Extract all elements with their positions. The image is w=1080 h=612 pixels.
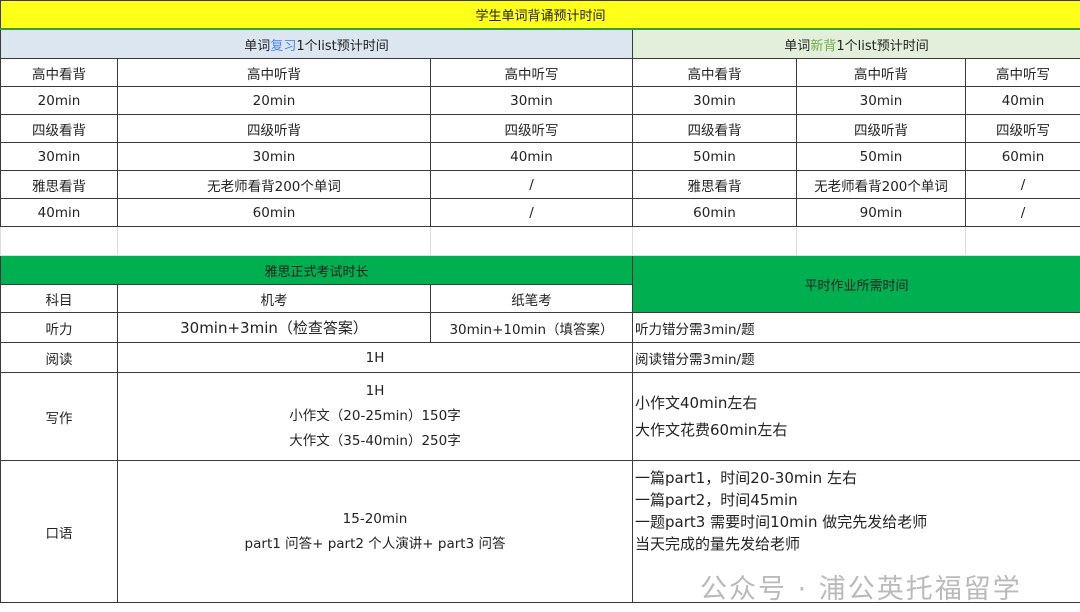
col-computer[interactable]: 机考 xyxy=(117,284,431,313)
review-header[interactable]: 单词复习1个list预计时间 xyxy=(0,28,633,59)
writing-homework-line: 小作文40min左右 xyxy=(635,393,758,412)
speaking-line: part1 问答+ part2 个人演讲+ part3 问答 xyxy=(244,535,506,552)
vocab-cell[interactable]: 90min xyxy=(796,198,966,227)
vocab-cell[interactable]: 四级听背 xyxy=(117,114,431,143)
vocab-cell[interactable]: / xyxy=(430,198,633,227)
exam-duration-header[interactable]: 雅思正式考试时长 xyxy=(0,255,633,285)
vocab-cell[interactable]: 50min xyxy=(796,142,966,171)
writing-homework-line: 大作文花费60min左右 xyxy=(635,420,788,439)
vocab-cell[interactable]: 四级看背 xyxy=(632,114,797,143)
vocab-cell[interactable]: 20min xyxy=(117,86,431,115)
speaking-homework-line: 一题part3 需要时间10min 做完先发给老师 xyxy=(635,513,928,531)
vocab-row: 30min 30min 40min 50min 50min 60min xyxy=(0,142,1080,171)
vocab-row: 高中看背 高中听背 高中听写 高中看背 高中听背 高中听写 xyxy=(0,58,1080,87)
vocab-row: 20min 20min 30min 30min 30min 40min xyxy=(0,86,1080,115)
vocab-cell[interactable]: 30min xyxy=(796,86,966,115)
speaking-homework-line: 一篇part1，时间20-30min 左右 xyxy=(635,469,857,487)
vocab-cell[interactable]: 高中看背 xyxy=(0,58,118,87)
vocab-cell[interactable]: 雅思看背 xyxy=(0,170,118,199)
vocab-cell[interactable]: 30min xyxy=(632,86,797,115)
empty-cell[interactable] xyxy=(796,226,966,256)
vocab-cell[interactable]: 60min xyxy=(632,198,797,227)
vocab-cell[interactable]: 无老师看背200个单词 xyxy=(117,170,431,199)
vocab-cell[interactable]: / xyxy=(964,170,1080,199)
writing-line: 小作文（20-25min）150字 xyxy=(289,408,461,424)
empty-cell[interactable] xyxy=(632,226,797,256)
vocab-cell[interactable]: 30min xyxy=(0,142,118,171)
vocab-cell[interactable]: 四级听背 xyxy=(796,114,966,143)
new-header[interactable]: 单词新背1个list预计时间 xyxy=(631,28,1080,59)
vocab-cell[interactable]: 60min xyxy=(117,198,431,227)
speaking-homework[interactable]: 一篇part1，时间20-30min 左右 一篇part2，时间45min 一题… xyxy=(631,460,1080,603)
reading-duration[interactable]: 1H xyxy=(117,342,633,373)
empty-cell[interactable] xyxy=(964,226,1080,256)
vocab-cell[interactable]: 40min xyxy=(430,142,633,171)
vocab-cell[interactable]: 高中看背 xyxy=(632,58,797,87)
vocab-cell[interactable]: 无老师看背200个单词 xyxy=(796,170,966,199)
speaking-homework-line: 当天完成的量先发给老师 xyxy=(635,535,801,553)
col-paper[interactable]: 纸笔考 xyxy=(430,284,633,313)
speaking-homework-line: 一篇part2，时间45min xyxy=(635,491,798,509)
listening-homework[interactable]: 听力错分需3min/题 xyxy=(631,312,1080,343)
writing-subject[interactable]: 写作 xyxy=(0,372,118,461)
vocab-cell[interactable]: 50min xyxy=(632,142,797,171)
speaking-line: 15-20min xyxy=(342,510,408,527)
empty-cell[interactable] xyxy=(0,226,118,256)
vocab-cell[interactable]: / xyxy=(430,170,633,199)
sheet-title[interactable]: 学生单词背诵预计时间 xyxy=(0,0,1080,30)
vocab-cell[interactable]: 高中听背 xyxy=(117,58,431,87)
empty-cell[interactable] xyxy=(117,226,431,256)
writing-line: 大作文（35-40min）250字 xyxy=(289,433,461,449)
vocab-row: 雅思看背 无老师看背200个单词 / 雅思看背 无老师看背200个单词 / xyxy=(0,170,1080,199)
new-header-pre: 单词 xyxy=(784,38,811,54)
vocab-cell[interactable]: 20min xyxy=(0,86,118,115)
vocab-cell[interactable]: 30min xyxy=(430,86,633,115)
vocab-cell[interactable]: 雅思看背 xyxy=(632,170,797,199)
vocab-cell[interactable]: 40min xyxy=(964,86,1080,115)
vocab-cell[interactable]: 40min xyxy=(0,198,118,227)
reading-homework[interactable]: 阅读错分需3min/题 xyxy=(631,342,1080,373)
new-header-highlight: 新背 xyxy=(810,38,837,54)
review-header-pre: 单词 xyxy=(244,38,271,54)
vocab-cell[interactable]: 高中听写 xyxy=(964,58,1080,87)
vocab-cell[interactable]: 四级听写 xyxy=(964,114,1080,143)
vocab-cell[interactable]: 高中听写 xyxy=(430,58,633,87)
review-header-post: 1个list预计时间 xyxy=(296,38,389,54)
vocab-cell[interactable]: / xyxy=(964,198,1080,227)
vocab-row: 四级看背 四级听背 四级听写 四级看背 四级听背 四级听写 xyxy=(0,114,1080,143)
vocab-cell[interactable]: 四级听写 xyxy=(430,114,633,143)
reading-subject[interactable]: 阅读 xyxy=(0,342,118,373)
col-subject[interactable]: 科目 xyxy=(0,284,118,313)
new-header-post: 1个list预计时间 xyxy=(836,38,929,54)
vocab-row: 40min 60min/60min 90min / xyxy=(0,198,1080,227)
listening-paper[interactable]: 30min+10min（填答案） xyxy=(430,312,633,343)
listening-computer[interactable]: 30min+3min（检查答案） xyxy=(117,312,431,343)
vocab-cell[interactable]: 30min xyxy=(117,142,431,171)
speaking-duration[interactable]: 15-20min part1 问答+ part2 个人演讲+ part3 问答 xyxy=(117,460,633,603)
vocab-cell[interactable]: 高中听背 xyxy=(796,58,966,87)
vocab-cell[interactable]: 60min xyxy=(964,142,1080,171)
homework-header[interactable]: 平时作业所需时间 xyxy=(631,255,1080,313)
writing-duration[interactable]: 1H 小作文（20-25min）150字 大作文（35-40min）250字 xyxy=(117,372,633,461)
writing-homework[interactable]: 小作文40min左右 大作文花费60min左右 xyxy=(631,372,1080,461)
review-header-highlight: 复习 xyxy=(270,38,297,54)
vocab-cell[interactable]: 四级看背 xyxy=(0,114,118,143)
speaking-subject[interactable]: 口语 xyxy=(0,460,118,603)
writing-line: 1H xyxy=(365,383,385,399)
empty-cell[interactable] xyxy=(430,226,633,256)
listening-subject[interactable]: 听力 xyxy=(0,312,118,343)
